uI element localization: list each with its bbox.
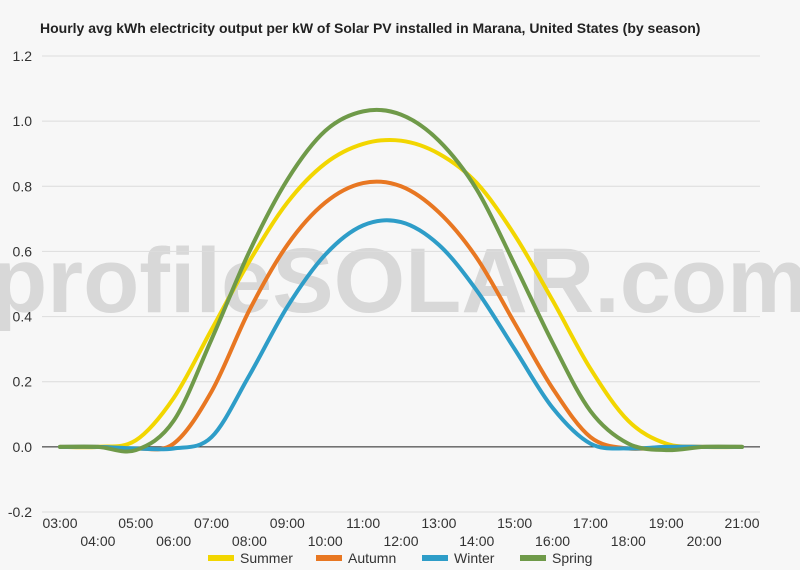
- x-tick-label: 20:00: [687, 533, 722, 549]
- y-tick-label: 0.6: [13, 243, 33, 259]
- x-tick-label: 21:00: [724, 515, 759, 531]
- x-tick-label: 09:00: [270, 515, 305, 531]
- legend-swatch-spring: [520, 555, 546, 561]
- x-tick-label: 11:00: [346, 515, 380, 531]
- legend-label-summer: Summer: [240, 550, 293, 566]
- legend-label-autumn: Autumn: [348, 550, 396, 566]
- y-tick-label: 0.0: [13, 439, 33, 455]
- watermark: profileSOLAR.com: [0, 230, 800, 332]
- x-tick-label: 13:00: [421, 515, 456, 531]
- x-tick-label: 03:00: [42, 515, 77, 531]
- x-tick-label: 17:00: [573, 515, 608, 531]
- series-line-summer: [58, 137, 744, 450]
- y-tick-label: 0.4: [13, 309, 33, 325]
- y-tick-label: 0.2: [13, 374, 33, 390]
- x-tick-label: 04:00: [80, 533, 115, 549]
- x-tick-label: 06:00: [156, 533, 191, 549]
- legend-label-spring: Spring: [552, 550, 592, 566]
- series-line-spring: [58, 107, 744, 454]
- series-lines: [58, 107, 744, 454]
- x-tick-label: 16:00: [535, 533, 570, 549]
- y-axis-ticks: -0.2 0.0 0.2 0.4 0.6 0.8 1.0 1.2: [8, 48, 32, 520]
- x-axis-ticks: 03:0004:0005:0006:0007:0008:0009:0010:00…: [42, 515, 759, 549]
- x-tick-label: 19:00: [649, 515, 684, 531]
- x-tick-label: 18:00: [611, 533, 646, 549]
- x-tick-label: 10:00: [308, 533, 343, 549]
- x-tick-label: 12:00: [383, 533, 418, 549]
- x-tick-label: 05:00: [118, 515, 153, 531]
- legend: Summer Autumn Winter Spring: [208, 550, 592, 566]
- legend-swatch-summer: [208, 555, 234, 561]
- legend-swatch-winter: [422, 555, 448, 561]
- y-tick-label: 1.2: [13, 48, 33, 64]
- y-tick-label: 1.0: [13, 113, 33, 129]
- chart-title: Hourly avg kWh electricity output per kW…: [40, 20, 700, 36]
- legend-swatch-autumn: [316, 555, 342, 561]
- y-tick-label: 0.8: [13, 178, 33, 194]
- y-tick-label: -0.2: [8, 504, 32, 520]
- x-tick-label: 15:00: [497, 515, 532, 531]
- legend-label-winter: Winter: [454, 550, 495, 566]
- x-tick-label: 08:00: [232, 533, 267, 549]
- x-tick-label: 14:00: [459, 533, 494, 549]
- series-line-winter: [58, 218, 744, 452]
- x-tick-label: 07:00: [194, 515, 229, 531]
